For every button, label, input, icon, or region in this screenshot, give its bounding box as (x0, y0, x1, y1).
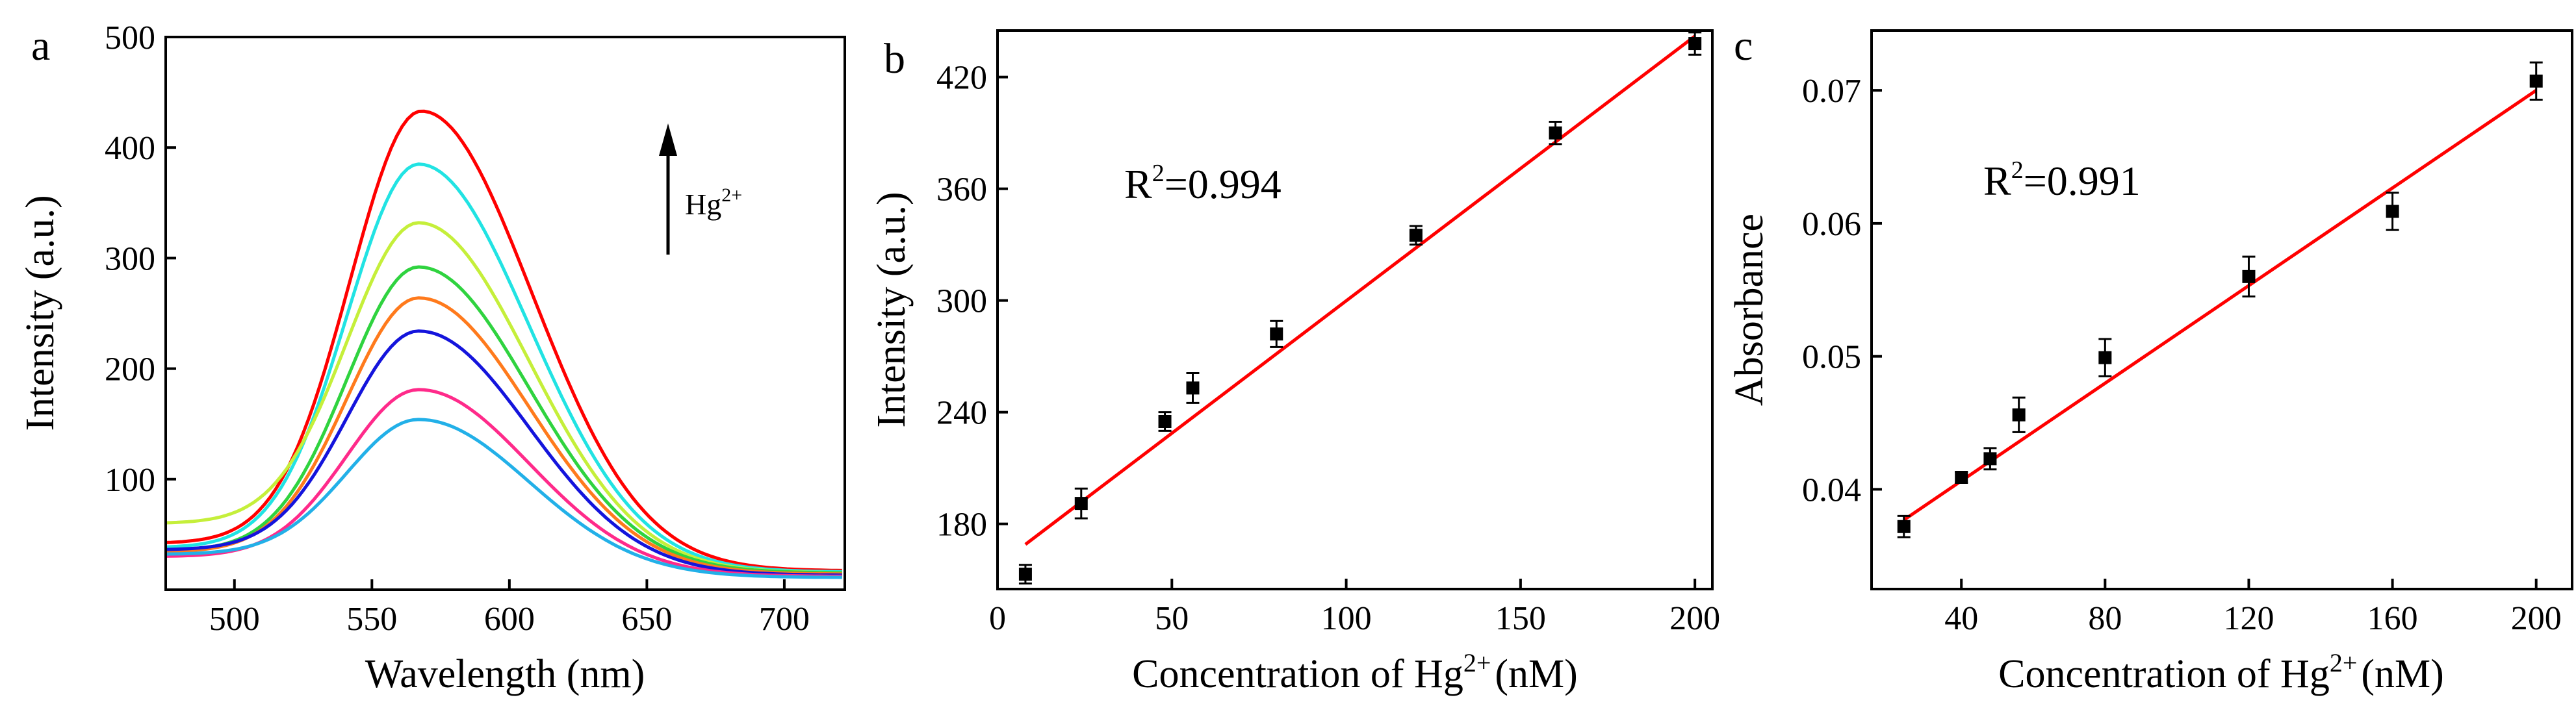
x-tick-label: 700 (759, 601, 810, 638)
x-tick-label: 40 (1944, 600, 1978, 637)
panel-b-r2-prefix: R (1124, 161, 1152, 207)
x-tick-label: 600 (484, 601, 535, 638)
y-tick-label: 500 (105, 19, 155, 57)
panel-a-letter: a (31, 22, 50, 69)
data-point (2242, 270, 2256, 283)
panel-b-r2-sup: 2 (1152, 160, 1165, 187)
y-tick-label: 420 (936, 60, 987, 97)
data-point (1955, 471, 1968, 484)
panel-b-intensity-calibration: b 0 50 100 150 200 180 240 300 360 420 Concentra… (869, 29, 1720, 696)
data-point (1074, 497, 1088, 510)
x-tick-label: 80 (2088, 600, 2122, 637)
x-tick-label: 0 (989, 600, 1006, 637)
panel-b-x-axis-label: Concentration of Hg2+(nM) (1132, 648, 1578, 696)
panel-a-y-ticks: 100 200 300 400 500 (105, 19, 176, 499)
data-point (1688, 37, 1702, 51)
fit-line (1024, 34, 1696, 546)
spectrum-line-7 (165, 388, 842, 578)
panel-c-r2-annotation: R2=0.991 (1983, 157, 2141, 204)
panel-a-series-group (165, 109, 842, 579)
y-tick-label: 200 (105, 351, 155, 388)
panel-a-x-axis-label: Wavelength (nm) (365, 652, 645, 696)
data-point (1897, 520, 1911, 533)
y-tick-label: 400 (105, 130, 155, 167)
x-tick-label: 650 (621, 601, 672, 638)
panel-a-spectra: a 500 550 600 650 700 100 200 300 400 500 Wavele… (18, 19, 846, 696)
data-point (2012, 408, 2026, 421)
y-tick-label: 0.07 (1802, 73, 1861, 110)
panel-b-points-group (1018, 31, 1702, 585)
panel-a-hg-sup: 2+ (721, 184, 742, 206)
panel-c-letter: c (1734, 22, 1753, 69)
panel-a-x-ticks: 500 550 600 650 700 (209, 579, 810, 638)
data-point (1018, 568, 1032, 581)
x-tick-label: 500 (209, 601, 260, 638)
panel-b-letter: b (884, 35, 905, 82)
panel-b-y-axis-label: Intensity (a.u.) (869, 192, 914, 427)
data-point (1549, 126, 1562, 140)
panel-a-hg-base: Hg (685, 188, 721, 221)
panel-c-y-axis-label: Absorbance (1727, 214, 1771, 406)
spectrum-line-8 (165, 418, 842, 579)
panel-c-r2-value: =0.991 (2024, 158, 2141, 204)
panel-b-x-ticks: 0 50 100 150 200 (989, 579, 1720, 637)
x-tick-label: 550 (346, 601, 397, 638)
y-tick-label: 180 (936, 507, 987, 544)
panel-c-xlabel-after: (nM) (2361, 652, 2443, 696)
x-tick-label: 50 (1155, 600, 1189, 637)
up-arrow-icon (659, 123, 677, 156)
y-tick-label: 240 (936, 395, 987, 432)
x-tick-label: 120 (2223, 600, 2274, 637)
panel-b-xlabel-after: (nM) (1495, 652, 1577, 696)
panel-c-x-axis-label: Concentration of Hg2+(nM) (1998, 648, 2444, 696)
data-point (1158, 415, 1172, 428)
y-tick-label: 0.04 (1802, 472, 1861, 509)
panel-c-frame (1870, 29, 2573, 590)
fit-line (1903, 89, 2538, 522)
x-tick-label: 200 (2511, 600, 2562, 637)
spectrum-line-2 (165, 162, 842, 573)
panel-b-xlabel-sup: 2+ (1463, 648, 1491, 677)
y-tick-label: 0.05 (1802, 339, 1861, 376)
data-point (1983, 452, 1997, 466)
panel-c-absorbance-calibration: c 40 80 120 160 200 0.04 0.05 0.06 0.07 Concent… (1727, 22, 2573, 696)
spectrum-line-1 (165, 109, 842, 572)
panel-c-y-ticks: 0.04 0.05 0.06 0.07 (1802, 73, 1882, 509)
y-tick-label: 300 (936, 283, 987, 320)
panel-b-xlabel-text: Concentration of Hg (1132, 652, 1463, 696)
spectrum-line-4 (165, 265, 842, 575)
panel-c-points-group (1897, 61, 2543, 538)
panel-b-r2-value: =0.994 (1165, 161, 1282, 207)
data-point (2098, 351, 2112, 364)
panel-c-xlabel-text: Concentration of Hg (1998, 652, 2330, 696)
panel-b-r2-annotation: R2=0.994 (1124, 160, 1282, 207)
data-point (1186, 381, 1200, 395)
panel-b-y-ticks: 180 240 300 360 420 (936, 60, 1008, 544)
panel-a-frame (164, 36, 846, 591)
spectrum-line-6 (165, 329, 842, 577)
panel-a-y-axis-label: Intensity (a.u.) (18, 195, 62, 431)
panel-c-r2-prefix: R (1983, 158, 2011, 204)
panel-c-xlabel-sup: 2+ (2330, 648, 2358, 677)
data-point (2386, 205, 2399, 218)
data-point (2529, 74, 2543, 88)
y-tick-label: 300 (105, 240, 155, 277)
panel-c-fit-line-group (1903, 89, 2538, 522)
y-tick-label: 100 (105, 462, 155, 499)
panel-b-frame (996, 29, 1714, 590)
y-tick-label: 360 (936, 171, 987, 208)
panel-c-x-ticks: 40 80 120 160 200 (1944, 579, 2562, 637)
data-point (1270, 327, 1283, 341)
panel-a-hg-annotation: Hg2+ (685, 184, 742, 221)
panel-c-r2-sup: 2 (2011, 157, 2024, 184)
x-tick-label: 150 (1495, 600, 1546, 637)
x-tick-label: 160 (2367, 600, 2418, 637)
panel-b-fit-line-group (1024, 34, 1696, 546)
y-tick-label: 0.06 (1802, 206, 1861, 243)
spectrum-line-5 (165, 296, 842, 576)
data-point (1409, 229, 1423, 242)
x-tick-label: 100 (1321, 600, 1372, 637)
x-tick-label: 200 (1669, 600, 1720, 637)
